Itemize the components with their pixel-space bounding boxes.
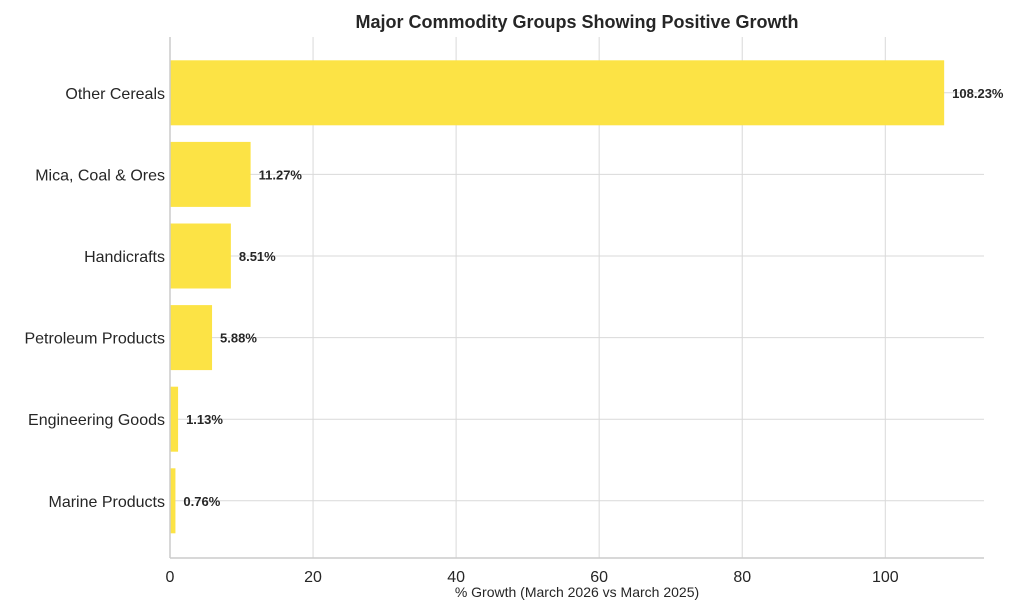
data-label: 108.23% bbox=[952, 86, 1004, 101]
x-tick-label: 100 bbox=[872, 569, 899, 586]
bar bbox=[170, 468, 176, 534]
data-label: 5.88% bbox=[220, 331, 257, 346]
x-axis-label: % Growth (March 2026 vs March 2025) bbox=[455, 584, 699, 600]
chart-title: Major Commodity Groups Showing Positive … bbox=[355, 12, 798, 32]
y-tick-label: Marine Products bbox=[49, 494, 166, 511]
y-tick-label: Other Cereals bbox=[65, 86, 165, 103]
y-tick-label: Engineering Goods bbox=[28, 412, 165, 429]
bar bbox=[170, 141, 251, 207]
bar bbox=[170, 386, 179, 452]
axes-layer bbox=[169, 37, 984, 559]
x-tick-label: 20 bbox=[304, 569, 322, 586]
labels-layer: 0 20 40 60 80 100 Other Cereals 108.23% Mica, Co… bbox=[24, 86, 1003, 586]
y-tick-label: Petroleum Products bbox=[24, 331, 165, 348]
data-label: 8.51% bbox=[239, 249, 276, 264]
x-tick-label: 80 bbox=[733, 569, 751, 586]
bar bbox=[170, 60, 945, 126]
x-tick-label: 60 bbox=[590, 569, 608, 586]
data-label: 0.76% bbox=[183, 494, 220, 509]
x-tick-label: 0 bbox=[166, 569, 175, 586]
y-tick-label: Mica, Coal & Ores bbox=[35, 167, 165, 184]
bar bbox=[170, 223, 231, 289]
y-tick-label: Handicrafts bbox=[84, 249, 165, 266]
bars-layer bbox=[170, 60, 945, 534]
data-label: 11.27% bbox=[259, 167, 303, 182]
bar bbox=[170, 305, 213, 371]
x-tick-label: 40 bbox=[447, 569, 465, 586]
data-label: 1.13% bbox=[186, 412, 223, 427]
